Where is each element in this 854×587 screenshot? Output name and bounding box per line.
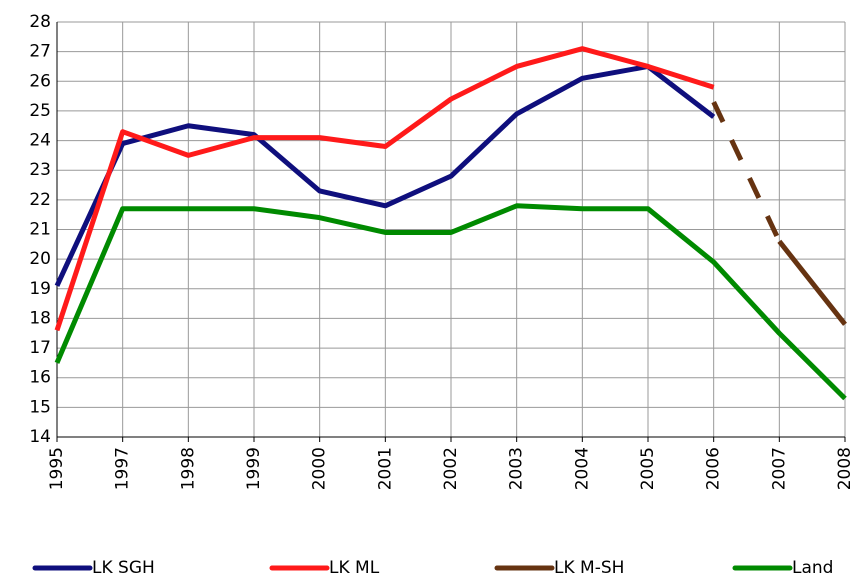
x-tick-label: 2003: [507, 447, 527, 490]
y-tick-label: 26: [29, 71, 51, 91]
x-tick-label: 1995: [47, 447, 67, 490]
y-tick-label: 19: [29, 279, 51, 299]
y-tick-label: 27: [29, 42, 51, 62]
y-tick-label: 25: [29, 101, 51, 121]
legend-label: Land: [792, 558, 833, 578]
y-tick-label: 21: [29, 220, 51, 240]
y-tick-label: 16: [29, 368, 51, 388]
x-tick-label: 2008: [835, 447, 854, 490]
x-tick-label: 1998: [178, 447, 198, 490]
y-tick-label: 23: [29, 160, 51, 180]
x-tick-label: 1997: [113, 447, 133, 490]
x-tick-label: 2004: [572, 447, 592, 490]
line: [54, 46, 715, 332]
y-tick-label: 18: [29, 308, 51, 328]
y-tick-label: 24: [29, 131, 51, 151]
line-dashed: [711, 100, 782, 243]
line: [54, 203, 847, 401]
y-tick-label: 17: [29, 338, 51, 358]
legend-label: LK SGH: [92, 558, 155, 578]
y-tick-label: 14: [29, 427, 51, 447]
x-tick-label: 2001: [375, 447, 395, 490]
legend-label: LK ML: [329, 558, 380, 578]
x-tick-label: 1999: [244, 447, 264, 490]
y-tick-label: 22: [29, 190, 51, 210]
y-tick-label: 15: [29, 397, 51, 417]
x-tick-label: 2007: [769, 447, 789, 490]
y-tick-label: 20: [29, 249, 51, 269]
x-tick-label: 2000: [310, 447, 330, 490]
legend-label: LK M-SH: [554, 558, 624, 578]
line: [54, 63, 716, 287]
y-tick-label: 28: [29, 12, 51, 32]
x-tick-label: 2005: [638, 447, 658, 490]
x-tick-label: 2006: [704, 447, 724, 490]
x-tick-label: 2002: [441, 447, 461, 490]
line: [777, 239, 847, 326]
